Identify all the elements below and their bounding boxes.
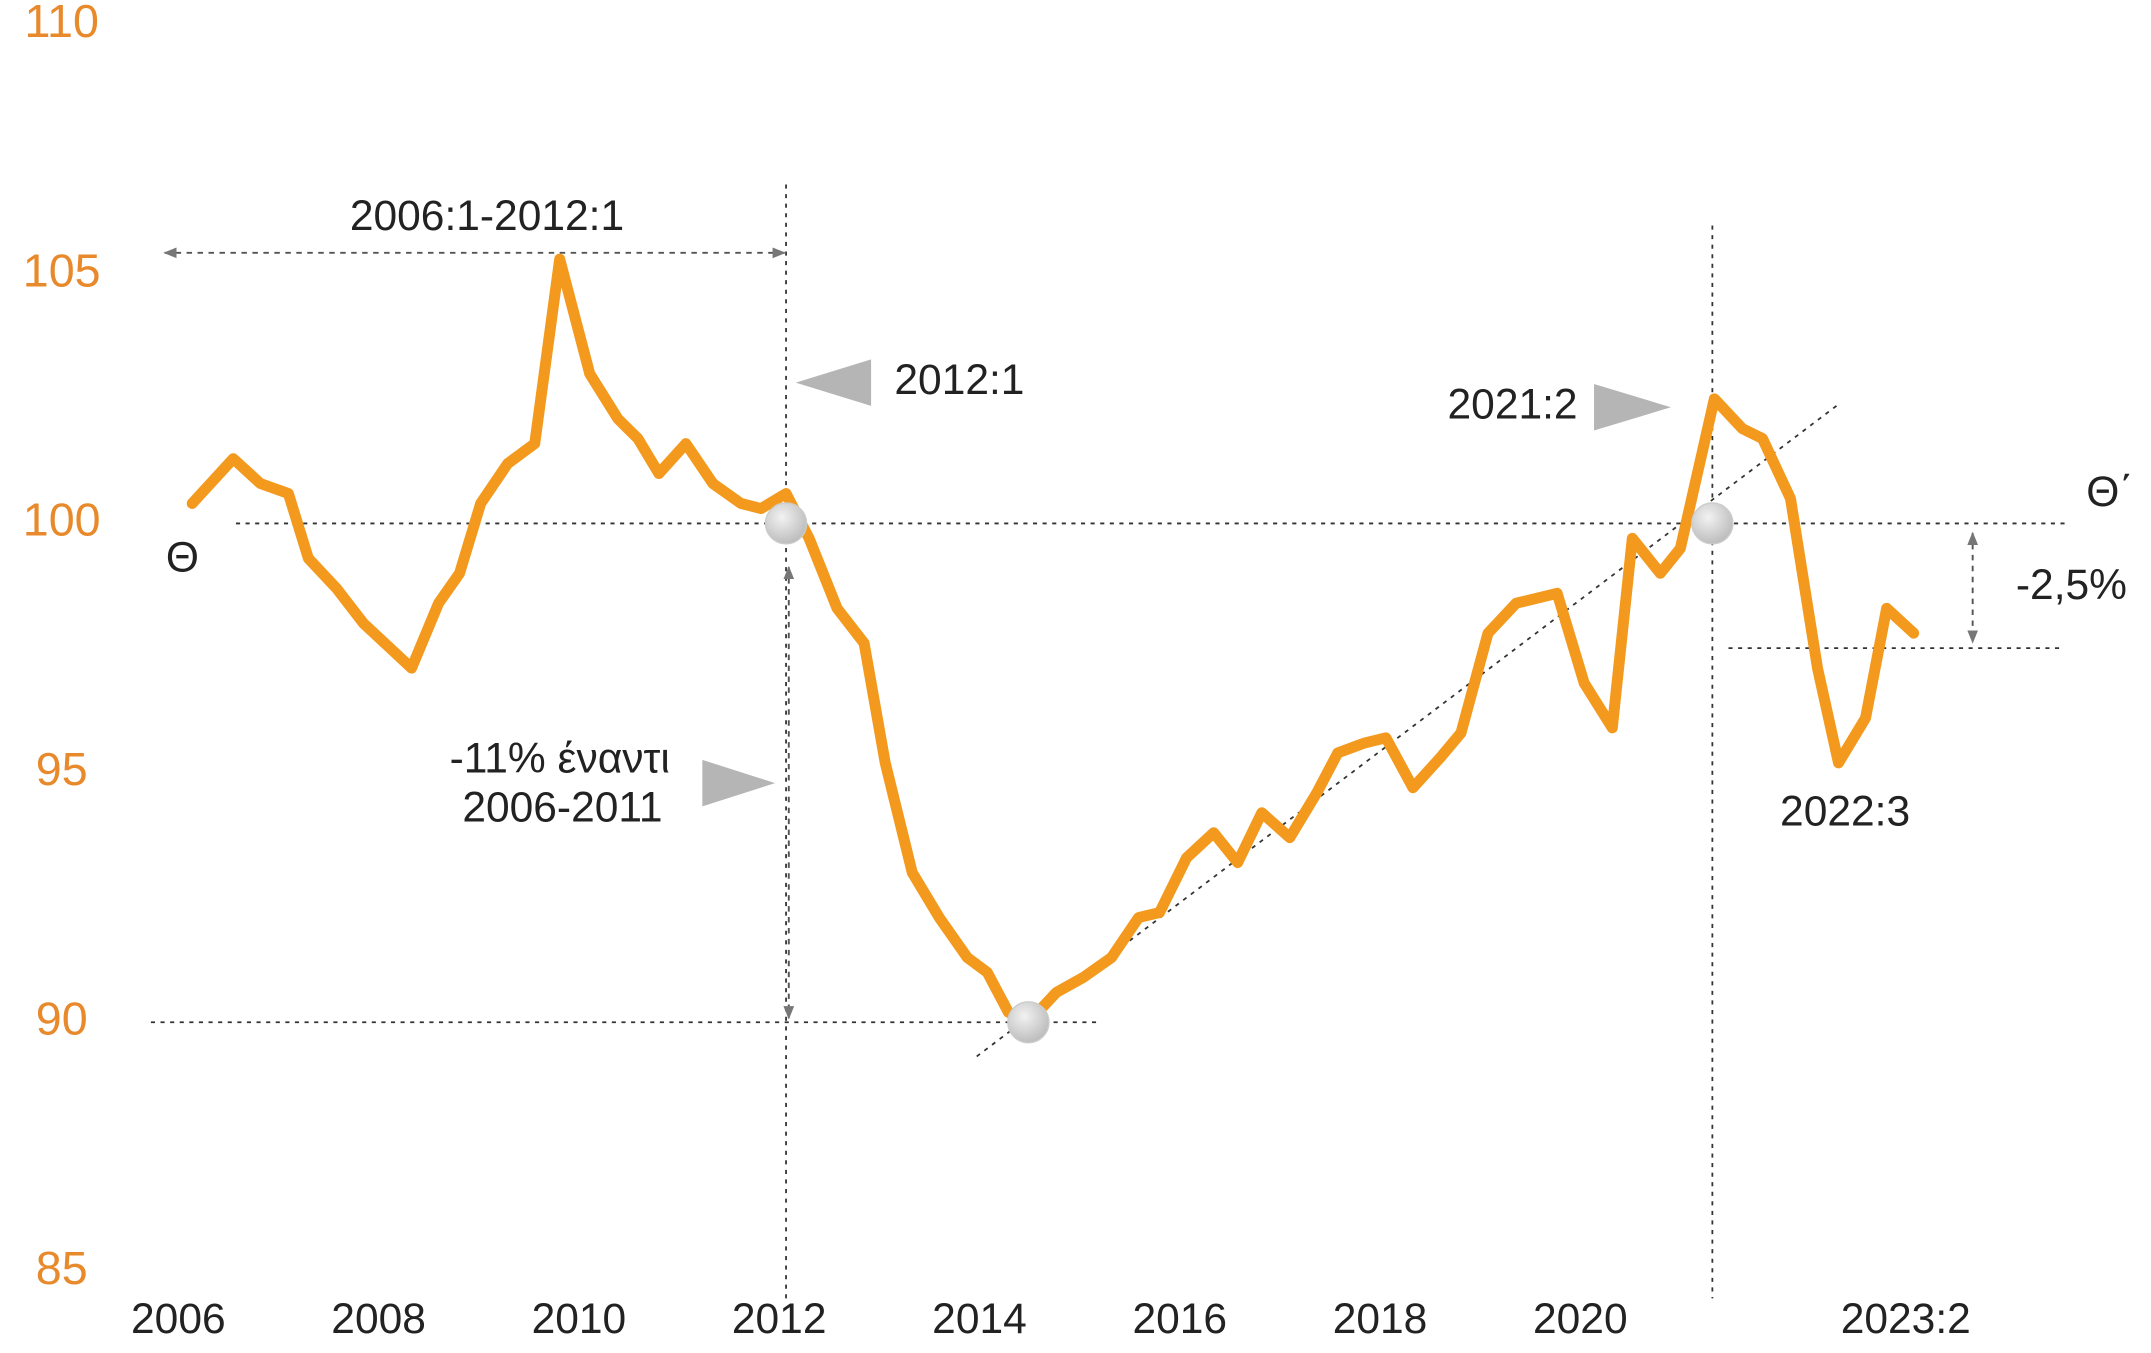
y-tick-label: 90 — [36, 993, 88, 1045]
x-tick-label: 2010 — [532, 1295, 627, 1342]
y-tick-label: 110 — [25, 0, 99, 47]
annotation: Θ΄ — [2086, 468, 2133, 515]
y-tick-label: 95 — [36, 743, 88, 795]
highlight-marker — [764, 502, 808, 545]
y-tick-label: 100 — [23, 494, 101, 546]
x-tick-label: 2008 — [331, 1295, 426, 1342]
annotation: 2012:1 — [894, 356, 1024, 403]
annotation: 2021:2 — [1448, 381, 1578, 428]
pointer — [702, 759, 776, 807]
highlight-marker — [1691, 502, 1734, 545]
y-tick-label: 105 — [23, 244, 101, 296]
trend-line — [976, 403, 1839, 1058]
x-tick-label: 2018 — [1333, 1295, 1428, 1342]
y-tick-label: 85 — [36, 1242, 88, 1294]
x-tick-label: 2006 — [131, 1295, 226, 1342]
x-tick-label: 2012 — [732, 1295, 827, 1342]
x-tick-label: 2014 — [932, 1295, 1027, 1342]
annotation: Θ — [166, 534, 199, 581]
annotation: 2006:1-2012:1 — [350, 192, 624, 239]
annotation: 2022:3 — [1780, 788, 1910, 835]
highlight-marker — [1007, 1001, 1050, 1044]
annotation: -2,5% — [2016, 561, 2127, 608]
pointer — [795, 359, 872, 406]
data-line — [186, 253, 1920, 1028]
x-tick-label: 2020 — [1533, 1295, 1628, 1342]
annotation: 2006-2011 — [462, 784, 662, 831]
x-tick-label: 2023:2 — [1841, 1295, 1971, 1342]
pointer — [1594, 384, 1671, 431]
x-tick-label: 2016 — [1132, 1295, 1227, 1342]
annotation: -11% έναντι — [450, 735, 670, 782]
